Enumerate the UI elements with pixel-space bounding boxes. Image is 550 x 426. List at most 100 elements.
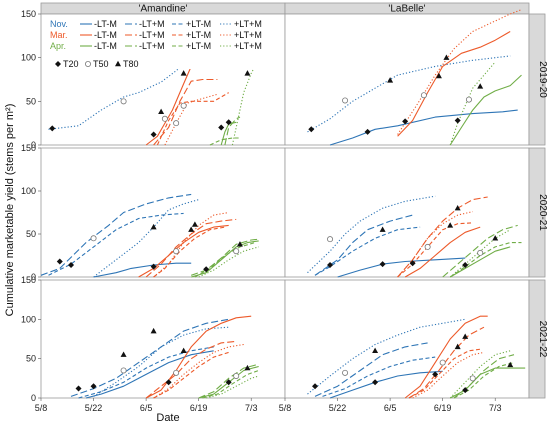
row-title: 2020-21 — [537, 194, 548, 231]
marker-t80 — [462, 333, 469, 339]
series-line — [449, 350, 511, 399]
marker-t20 — [203, 266, 210, 273]
marker-t50 — [233, 372, 240, 379]
legend-planting-label: Mar. — [50, 30, 68, 40]
marker-t80 — [191, 221, 198, 227]
series-line — [209, 137, 240, 146]
y-tick-label: 50 — [26, 354, 36, 364]
series-line — [442, 224, 518, 278]
legend-treatment-label: -LT+M — [139, 19, 165, 29]
series-line — [307, 318, 466, 395]
y-tick-label: 50 — [26, 229, 36, 239]
marker-t50 — [120, 98, 127, 105]
panel — [284, 279, 530, 399]
y-axis-label: Cumulative marketable yield (stems per m… — [4, 104, 16, 317]
legend-treatment-label: +LT+M — [234, 41, 262, 51]
y-tick-label: 0 — [31, 272, 36, 282]
series-line — [164, 93, 218, 146]
legend-treatment-label: -LT+M — [139, 30, 165, 40]
y-tick-label: 0 — [31, 393, 36, 403]
x-tick-label: 6/5 — [140, 403, 153, 413]
legend-planting-label: Apr. — [50, 41, 66, 51]
marker-t50 — [477, 249, 484, 256]
marker-t20 — [56, 258, 63, 265]
marker-t50 — [180, 102, 187, 109]
marker-t20 — [409, 260, 416, 267]
y-tick-label: 150 — [21, 9, 36, 19]
marker-t20 — [218, 124, 225, 131]
legend-marker-label: T50 — [93, 59, 109, 69]
y-tick-label: 100 — [21, 314, 36, 324]
marker-t50 — [420, 92, 427, 99]
legend-marker-label: T80 — [123, 59, 139, 69]
marker-t80 — [236, 241, 243, 247]
marker-t20 — [308, 126, 315, 133]
series-line — [153, 78, 218, 146]
legend-treatment-label: +LT-M — [186, 30, 211, 40]
marker-t80 — [387, 77, 394, 83]
series-line — [397, 9, 522, 135]
marker-t80 — [435, 72, 442, 79]
series-line — [449, 74, 522, 146]
series-line — [194, 242, 256, 278]
legend-treatment-label: -LT-M — [94, 19, 117, 29]
marker-t20 — [49, 125, 56, 132]
marker-t80 — [372, 347, 379, 353]
marker-t80 — [150, 327, 157, 334]
series-line — [314, 226, 421, 276]
marker-t80 — [379, 226, 386, 232]
series-line — [206, 375, 259, 399]
marker-t20 — [432, 371, 439, 378]
series-line — [397, 222, 473, 278]
marker-t50 — [342, 97, 349, 104]
x-tick-label: 5/22 — [85, 403, 103, 413]
marker-t20 — [150, 131, 157, 138]
series-line — [314, 342, 428, 397]
y-tick-label: 150 — [21, 143, 36, 153]
y-tick-label: 150 — [21, 275, 36, 285]
marker-t20 — [75, 385, 82, 392]
marker-t80 — [477, 83, 484, 89]
series-line — [322, 356, 436, 397]
marker-t50 — [173, 369, 180, 376]
marker-t80 — [244, 364, 251, 371]
row-strip — [528, 13, 546, 146]
marker-t50 — [424, 243, 431, 250]
marker-t20 — [312, 383, 319, 390]
marker-t20 — [462, 387, 469, 394]
marker-t80 — [492, 235, 499, 241]
series-line — [404, 226, 481, 278]
series-line — [404, 315, 488, 399]
panel — [284, 147, 530, 278]
series-line — [224, 116, 241, 146]
row-title: 2019-20 — [537, 61, 548, 98]
marker-t80 — [188, 226, 195, 232]
column-title: 'Amandine' — [139, 4, 188, 15]
marker-t80 — [443, 54, 450, 60]
marker-t80 — [120, 351, 127, 357]
y-tick-label: 0 — [31, 140, 36, 150]
marker-t80 — [180, 347, 187, 353]
x-tick-label: 5/8 — [35, 403, 48, 413]
series-line — [153, 211, 229, 278]
x-tick-label: 6/19 — [190, 403, 208, 413]
marker-t50 — [439, 359, 446, 366]
legend-treatment-label: -LT+M — [139, 41, 165, 51]
marker-t20 — [68, 261, 75, 268]
y-tick-label: 50 — [26, 96, 36, 106]
panel — [40, 279, 286, 399]
series-line — [397, 211, 473, 278]
row-strip — [528, 147, 546, 278]
series-line — [453, 362, 515, 399]
marker-t50 — [173, 248, 180, 255]
legend-treatment-label: -LT-M — [94, 30, 117, 40]
marker-t80 — [158, 108, 165, 115]
marker-t50 — [469, 375, 476, 382]
legend-treatment-label: +LT-M — [186, 41, 211, 51]
x-tick-label: 7/3 — [489, 403, 502, 413]
series-line — [153, 351, 229, 399]
series-line — [449, 242, 522, 278]
marker-t20 — [372, 379, 379, 386]
marker-t50 — [161, 115, 168, 122]
y-tick-label: 100 — [21, 186, 36, 196]
